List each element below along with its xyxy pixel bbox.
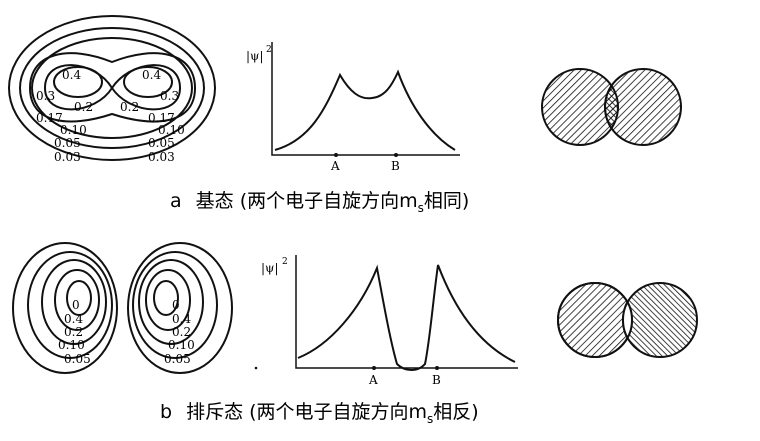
contour-label: 0.03 [54, 150, 81, 164]
contour-label: 0.2 [172, 325, 191, 339]
contour-label: 0.10 [58, 338, 85, 352]
contour-map-b: 0 0.4 0.2 0.10 0.05 0 0.4 0.2 0.10 0.05 [12, 242, 258, 374]
contour-label: 0.4 [172, 312, 191, 326]
contour-label: 0.3 [160, 89, 179, 103]
contour-label: 0.03 [148, 150, 175, 164]
density-plot-b: |ψ| 2 A B [261, 255, 518, 387]
contour-label: 0.05 [148, 136, 175, 150]
contour-label: 0.2 [120, 100, 139, 114]
caption-letter: a [170, 190, 182, 212]
contour-label: 0.05 [54, 136, 81, 150]
contour-label: 0.10 [158, 123, 185, 137]
caption-subscript: s [427, 412, 433, 426]
orbital-overlap-a [541, 68, 682, 146]
axis-label-power: 2 [266, 45, 272, 55]
caption-suffix: 相同) [424, 190, 469, 212]
point-label: B [391, 159, 400, 173]
contour-label: 0.10 [168, 338, 195, 352]
contour-label: 0.4 [62, 68, 81, 82]
contour-label: 0.17 [36, 111, 63, 125]
contour-label: 0.05 [164, 352, 191, 366]
contour-label: 0.05 [64, 352, 91, 366]
orbital-overlap-b [557, 282, 698, 358]
contour-label: 0.3 [36, 89, 55, 103]
contour-label: 0.4 [142, 68, 161, 82]
axis-label-power: 2 [282, 257, 288, 267]
contour-label: 0.2 [64, 325, 83, 339]
contour-label: 0 [72, 298, 80, 312]
axis-label: |ψ| [246, 49, 264, 63]
contour-map-a: 0.4 0.4 0.3 0.3 0.2 0.2 0.17 0.17 0.10 0… [8, 15, 216, 164]
density-plot-a: |ψ| 2 A B [246, 42, 460, 173]
caption-letter: b [160, 401, 172, 423]
point-label: A [330, 159, 340, 173]
contour-label: 0.2 [74, 100, 93, 114]
caption-text: 排斥态 (两个电子自旋方向m [186, 401, 427, 423]
contour-label: 0 [172, 298, 180, 312]
contour-label: 0.10 [60, 123, 87, 137]
caption-suffix: 相反) [433, 401, 478, 423]
caption-a: a 基态 (两个电子自旋方向ms相同) [170, 190, 469, 215]
caption-b: b 排斥态 (两个电子自旋方向ms相反) [160, 401, 479, 426]
contour-label: 0.17 [148, 111, 175, 125]
caption-subscript: s [418, 201, 424, 215]
contour-label: 0.4 [64, 312, 83, 326]
caption-text: 基态 (两个电子自旋方向m [196, 190, 418, 212]
axis-label: |ψ| [261, 261, 279, 275]
point-label: B [432, 373, 441, 387]
point-label: A [368, 373, 378, 387]
